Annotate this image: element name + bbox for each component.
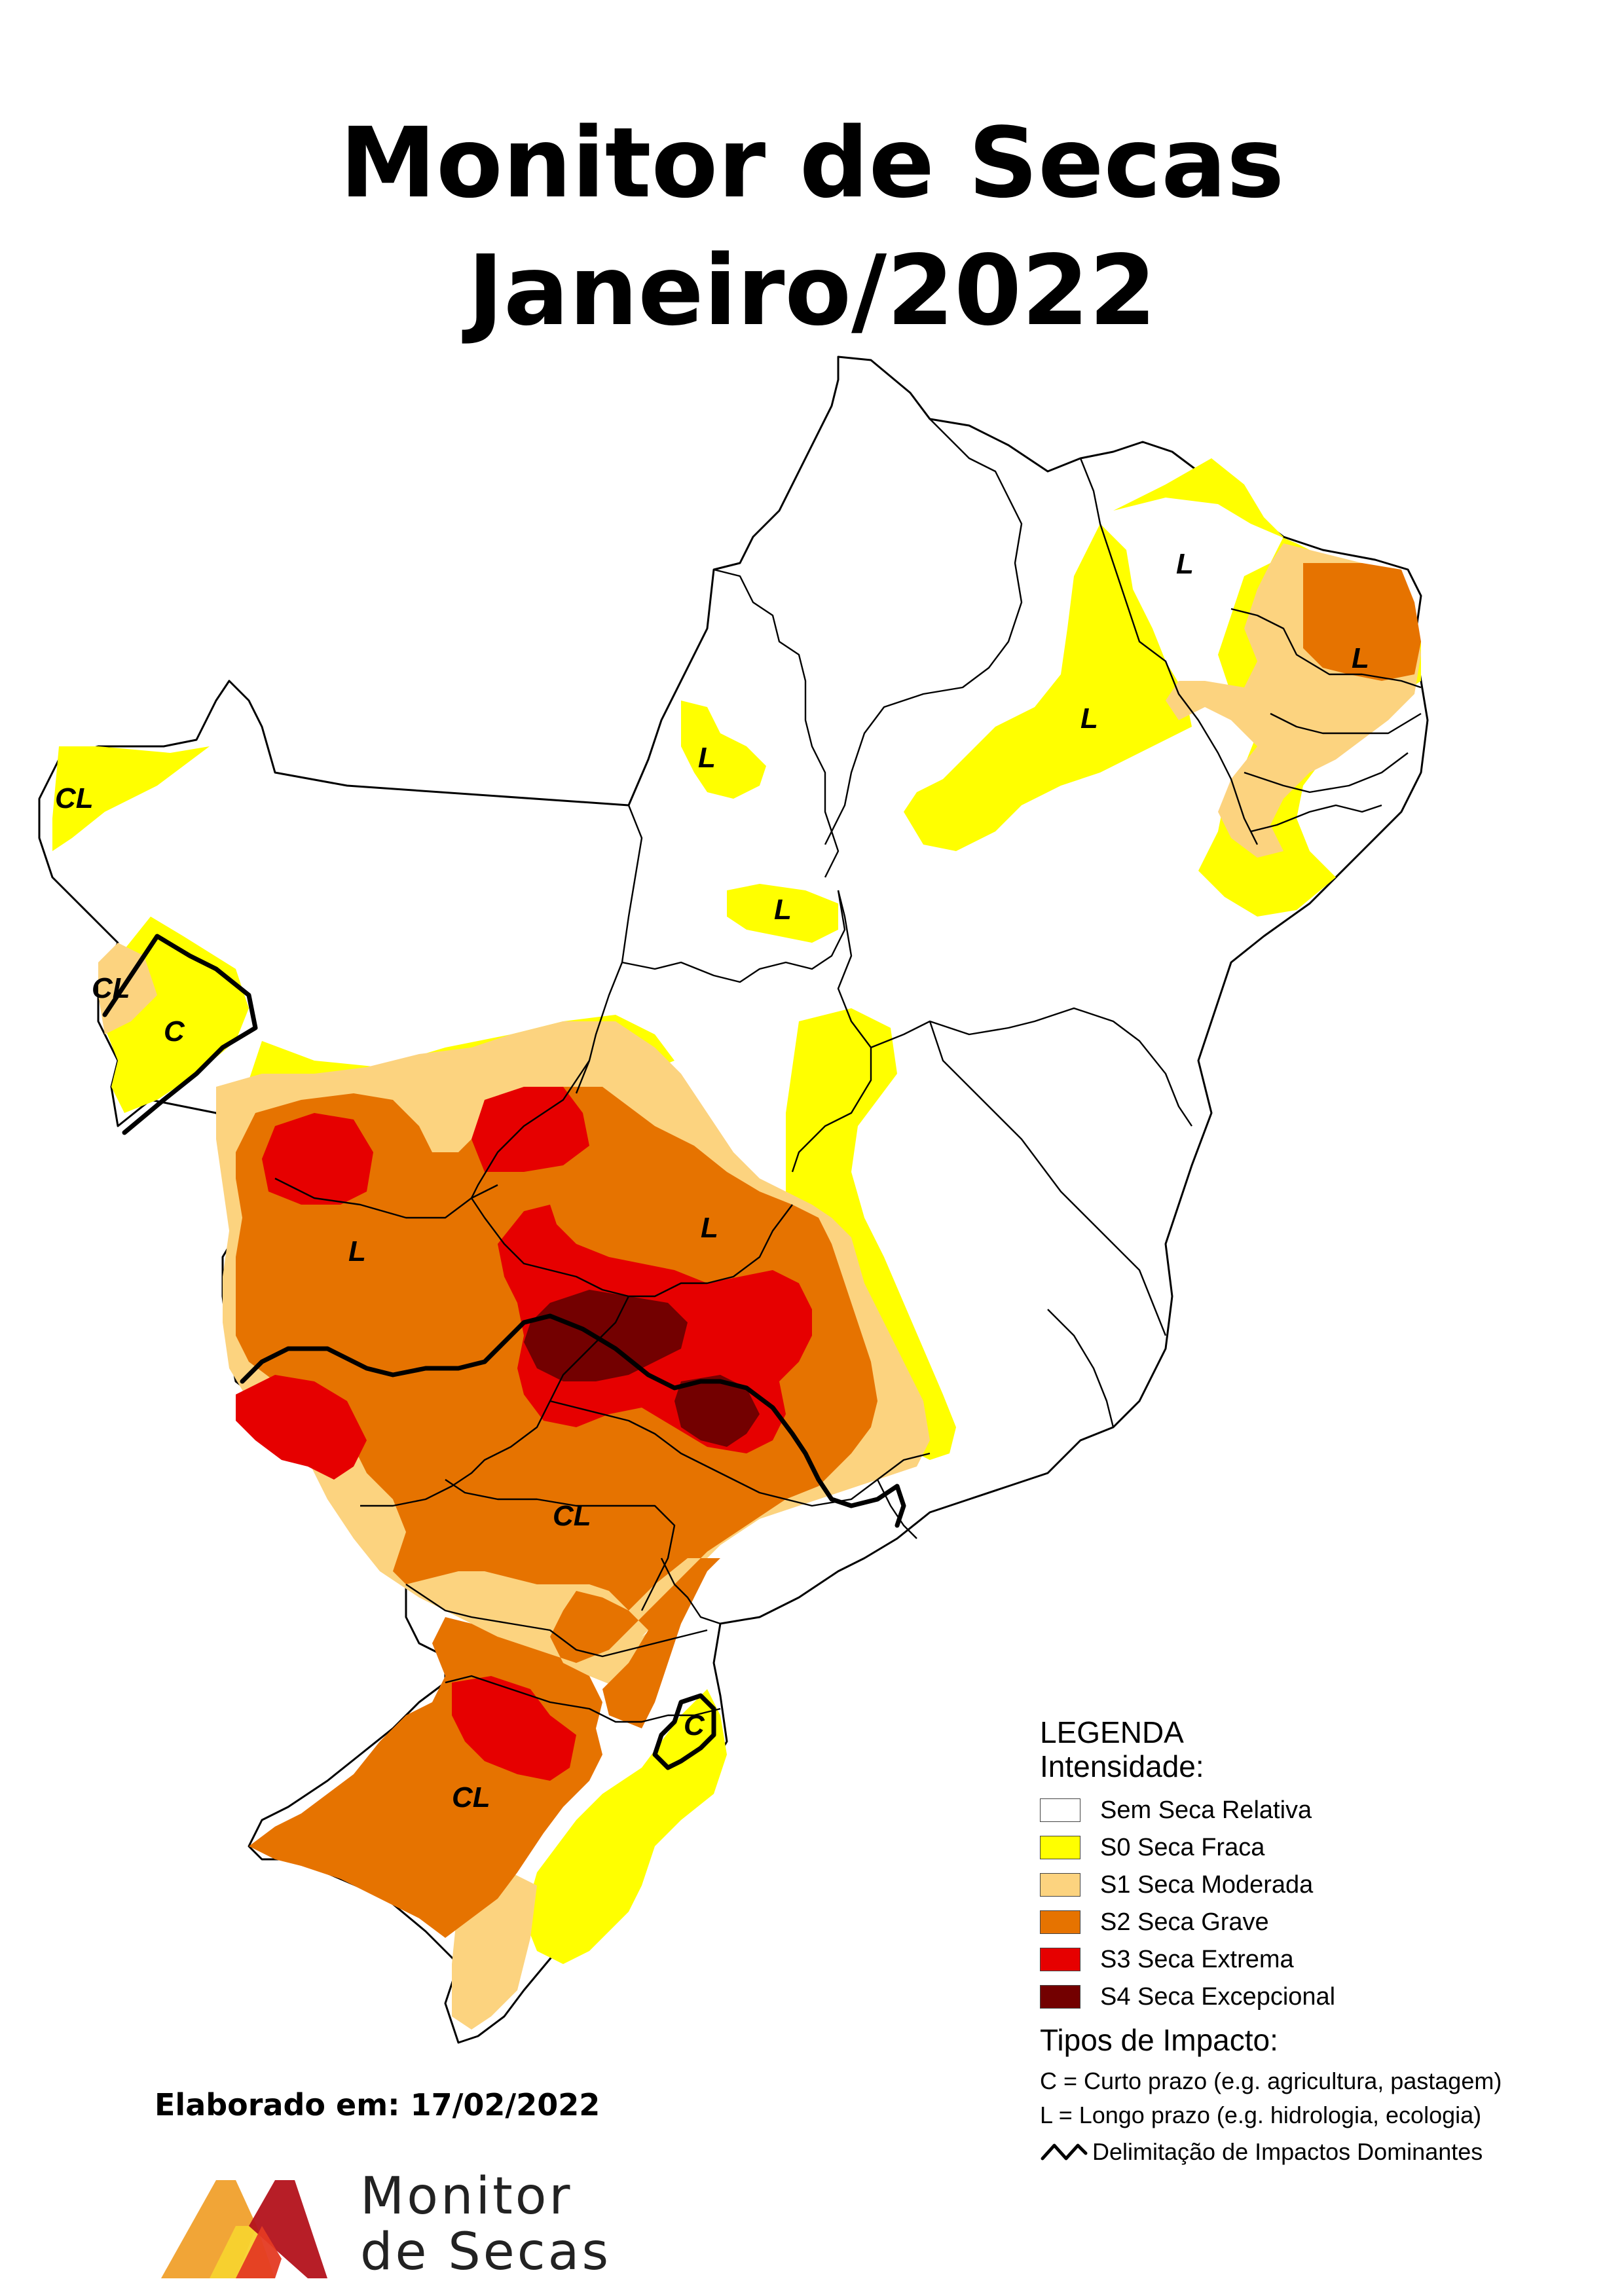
impact-label: L: [1176, 548, 1194, 580]
impact-label: L: [1080, 702, 1098, 735]
legend-impact-line-item: Delimitação de Impactos Dominantes: [1040, 2138, 1483, 2166]
map-title: Monitor de Secas: [339, 107, 1285, 219]
legend-item-s3: S3 Seca Extrema: [1040, 1943, 1294, 1976]
impact-label: L: [701, 1212, 718, 1244]
legend-label: Sem Seca Relativa: [1100, 1796, 1312, 1824]
impact-label: L: [698, 742, 716, 774]
map-subtitle-date: Janeiro/2022: [467, 234, 1157, 347]
logo-text-line1: Monitor: [360, 2167, 573, 2226]
impact-label: L: [348, 1235, 366, 1267]
impact-label: CL: [553, 1500, 591, 1532]
legend-item-s1: S1 Seca Moderada: [1040, 1868, 1313, 1901]
impact-label: L: [774, 894, 792, 926]
legend-title: LEGENDA: [1040, 1715, 1184, 1749]
legend-impact-title: Tipos de Impacto:: [1040, 2023, 1278, 2057]
legend-item-s2: S2 Seca Grave: [1040, 1906, 1269, 1939]
legend-impact-l: L = Longo prazo (e.g. hidrologia, ecolog…: [1040, 2102, 1482, 2128]
impact-label: CL: [55, 782, 94, 814]
legend-label: S4 Seca Excepcional: [1100, 1982, 1336, 2011]
elaborated-date: Elaborado em: 17/02/2022: [155, 2087, 600, 2123]
legend-label: S3 Seca Extrema: [1100, 1945, 1294, 1973]
legend-swatch: [1040, 1873, 1080, 1897]
monitor-de-secas-logo-mark: [161, 2180, 327, 2278]
legend-item-none: Sem Seca Relativa: [1040, 1794, 1312, 1827]
legend-label: S1 Seca Moderada: [1100, 1870, 1314, 1899]
impact-label: CL: [92, 972, 130, 1004]
legend-impact-line-label: Delimitação de Impactos Dominantes: [1092, 2138, 1483, 2165]
impact-label: C: [684, 1709, 705, 1741]
legend-swatch: [1040, 1985, 1080, 2009]
impact-delimitation-lines: [102, 934, 906, 1770]
legend-swatch: [1040, 1836, 1080, 1859]
legend-intensity-title: Intensidade:: [1040, 1749, 1204, 1783]
legend-swatch: [1040, 1948, 1080, 1971]
legend-label: S2 Seca Grave: [1100, 1908, 1269, 1936]
impact-label: L: [1352, 642, 1369, 674]
logo-text-line2: de Secas: [360, 2223, 612, 2282]
legend-swatch: [1040, 1910, 1080, 1934]
legend-swatch: [1040, 1798, 1080, 1822]
legend-item-s4: S4 Seca Excepcional: [1040, 1980, 1335, 2013]
legend-impact-c: C = Curto prazo (e.g. agricultura, pasta…: [1040, 2068, 1502, 2094]
impact-label: CL: [452, 1781, 490, 1813]
legend-label: S0 Seca Fraca: [1100, 1833, 1265, 1861]
legend-item-s0: S0 Seca Fraca: [1040, 1831, 1264, 1864]
state-borders: [274, 418, 1422, 1723]
s4-areas: [524, 1290, 760, 1447]
wave-line-icon: [1041, 2143, 1088, 2160]
impact-label: C: [164, 1015, 185, 1048]
